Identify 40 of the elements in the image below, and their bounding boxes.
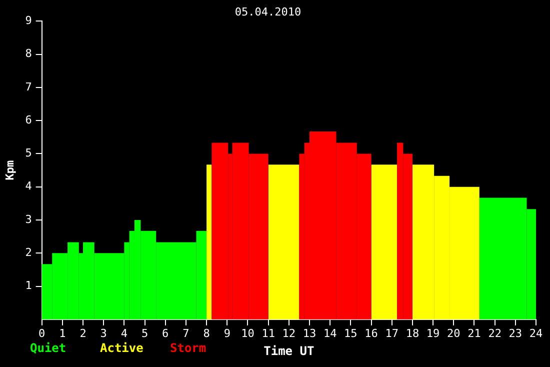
x-tick-label: 3	[100, 326, 107, 340]
y-tick-label: 9	[25, 14, 32, 28]
x-tick-label: 14	[323, 326, 338, 340]
y-tick-label: 8	[25, 47, 32, 60]
y-tick-label: 4	[25, 180, 32, 193]
x-tick-label: 21	[468, 326, 481, 340]
x-tick-label: 19	[426, 326, 440, 340]
x-tick-label: 18	[406, 326, 420, 340]
x-tick-label: 1	[59, 326, 66, 340]
y-axis-title: Kpm	[3, 160, 16, 180]
x-tick-label: 12	[282, 326, 296, 340]
x-tick-label: 4	[120, 326, 128, 340]
y-tick-label: 7	[25, 80, 32, 94]
series-label: Storm	[170, 341, 206, 356]
x-tick-label: 20	[447, 326, 460, 340]
x-tick-label: 8	[203, 326, 210, 340]
x-tick-label: 5	[141, 326, 148, 340]
y-tick-label: 2	[25, 246, 32, 259]
series-label: Quiet	[30, 341, 66, 356]
x-tick-label: 9	[224, 326, 230, 340]
x-tick-label: 2	[80, 326, 86, 340]
x-tick-label: 22	[488, 326, 502, 340]
x-axis-title: Time UT	[264, 344, 314, 358]
x-tick-label: 6	[162, 326, 169, 340]
y-tick-label: 3	[25, 212, 32, 226]
chart-title: 05.04.2010	[234, 5, 302, 18]
x-tick-label: 7	[182, 326, 190, 340]
text: Active	[100, 341, 144, 356]
x-tick-label: 23	[508, 326, 522, 340]
x-tick-label: 24	[529, 326, 543, 340]
x-tick-label: 16	[364, 326, 378, 340]
y-tick-label: 1	[25, 279, 32, 292]
x-tick-label: 11	[262, 326, 275, 340]
x-tick-label: 0	[38, 326, 46, 340]
x-tick-label: 15	[344, 326, 358, 340]
x-tick-label: 17	[385, 326, 398, 340]
y-tick-label: 6	[25, 113, 32, 126]
x-tick-label: 13	[302, 326, 316, 340]
x-tick-label: 10	[241, 326, 254, 340]
y-tick-label: 5	[25, 146, 32, 160]
